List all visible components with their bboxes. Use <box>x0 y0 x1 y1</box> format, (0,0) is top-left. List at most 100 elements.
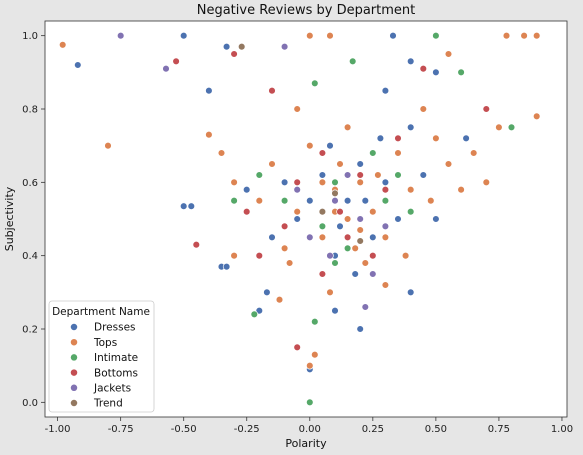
point-dresses-27 <box>382 179 389 186</box>
point-bottoms-17 <box>395 135 402 142</box>
y-tick-label: 0.4 <box>22 251 38 262</box>
point-intimate-16 <box>256 172 263 179</box>
point-bottoms-1 <box>193 241 200 248</box>
point-bottoms-18 <box>337 208 344 215</box>
point-dresses-21 <box>344 197 351 204</box>
point-tops-23 <box>337 161 344 168</box>
point-bottoms-8 <box>357 172 364 179</box>
x-tick-label: -1.00 <box>45 424 71 435</box>
point-tops-0 <box>59 41 66 48</box>
point-tops-35 <box>382 282 389 289</box>
point-tops-36 <box>306 142 313 149</box>
point-bottoms-12 <box>319 150 326 157</box>
point-dresses-30 <box>327 142 334 149</box>
point-dresses-34 <box>352 271 359 278</box>
point-tops-24 <box>352 245 359 252</box>
point-dresses-15 <box>463 135 470 142</box>
legend-label-bottoms: Bottoms <box>94 367 138 379</box>
legend-marker-intimate <box>70 354 77 361</box>
point-dresses-7 <box>188 203 195 210</box>
point-tops-33 <box>458 186 465 193</box>
legend: Department NameDressesTopsIntimateBottom… <box>49 301 154 412</box>
point-intimate-14 <box>319 223 326 230</box>
point-tops-39 <box>420 106 427 113</box>
point-tops-32 <box>445 161 452 168</box>
point-bottoms-9 <box>281 223 288 230</box>
point-bottoms-4 <box>420 65 427 72</box>
point-intimate-17 <box>332 260 339 267</box>
point-dresses-14 <box>407 58 414 65</box>
point-tops-38 <box>294 106 301 113</box>
point-tops-9 <box>533 113 540 120</box>
point-tops-45 <box>402 252 409 259</box>
point-intimate-10 <box>281 197 288 204</box>
y-axis-label: Subjectivity <box>3 186 16 251</box>
point-dresses-13 <box>382 87 389 94</box>
y-tick-label: 0.2 <box>22 325 38 336</box>
point-jackets-7 <box>344 172 351 179</box>
point-bottoms-5 <box>231 51 238 58</box>
point-jackets-4 <box>332 197 339 204</box>
point-intimate-7 <box>311 80 318 87</box>
x-tick-label: 0.25 <box>362 424 384 435</box>
point-bottoms-15 <box>319 271 326 278</box>
legend-marker-dresses <box>70 323 77 330</box>
point-tops-19 <box>319 234 326 241</box>
point-tops-13 <box>206 131 213 138</box>
point-tops-15 <box>231 179 238 186</box>
point-jackets-0 <box>117 32 124 39</box>
legend-marker-jackets <box>70 384 77 391</box>
point-intimate-3 <box>349 58 356 65</box>
point-dresses-19 <box>332 307 339 314</box>
point-tops-22 <box>382 234 389 241</box>
point-jackets-8 <box>294 186 301 193</box>
point-dresses-33 <box>362 197 369 204</box>
point-tops-44 <box>375 172 382 179</box>
point-bottoms-2 <box>294 344 301 351</box>
point-tops-46 <box>231 252 238 259</box>
chart-title: Negative Reviews by Department <box>197 3 416 18</box>
point-tops-5 <box>521 32 528 39</box>
legend-marker-trend <box>70 399 77 406</box>
point-trend-0 <box>238 43 245 50</box>
point-tops-29 <box>362 260 369 267</box>
point-dresses-28 <box>281 179 288 186</box>
point-dresses-2 <box>223 43 230 50</box>
point-bottoms-13 <box>256 252 263 259</box>
point-intimate-12 <box>344 245 351 252</box>
legend-label-tops: Tops <box>93 337 117 349</box>
point-intimate-13 <box>369 150 376 157</box>
point-dresses-25 <box>357 161 364 168</box>
point-jackets-6 <box>306 234 313 241</box>
point-dresses-37 <box>243 186 250 193</box>
point-dresses-4 <box>433 69 440 76</box>
point-tops-8 <box>496 124 503 131</box>
point-tops-41 <box>357 227 364 234</box>
point-tops-21 <box>369 208 376 215</box>
point-intimate-6 <box>251 311 258 318</box>
point-dresses-9 <box>223 263 230 270</box>
point-bottoms-14 <box>369 252 376 259</box>
point-tops-1 <box>105 142 112 149</box>
point-dresses-6 <box>180 203 187 210</box>
point-dresses-29 <box>337 223 344 230</box>
point-tops-16 <box>344 216 351 223</box>
point-dresses-38 <box>377 135 384 142</box>
point-bottoms-16 <box>294 179 301 186</box>
point-dresses-32 <box>269 234 276 241</box>
point-tops-28 <box>427 197 434 204</box>
point-dresses-16 <box>433 216 440 223</box>
point-tops-49 <box>276 296 283 303</box>
point-intimate-8 <box>332 179 339 186</box>
point-intimate-15 <box>395 172 402 179</box>
point-intimate-2 <box>508 124 515 131</box>
x-tick-label: 0.00 <box>299 424 321 435</box>
point-dresses-0 <box>74 62 81 69</box>
point-tops-26 <box>395 150 402 157</box>
point-tops-4 <box>503 32 510 39</box>
point-bottoms-0 <box>173 58 180 65</box>
legend-marker-tops <box>70 339 77 346</box>
point-tops-3 <box>327 32 334 39</box>
point-jackets-3 <box>362 304 369 311</box>
